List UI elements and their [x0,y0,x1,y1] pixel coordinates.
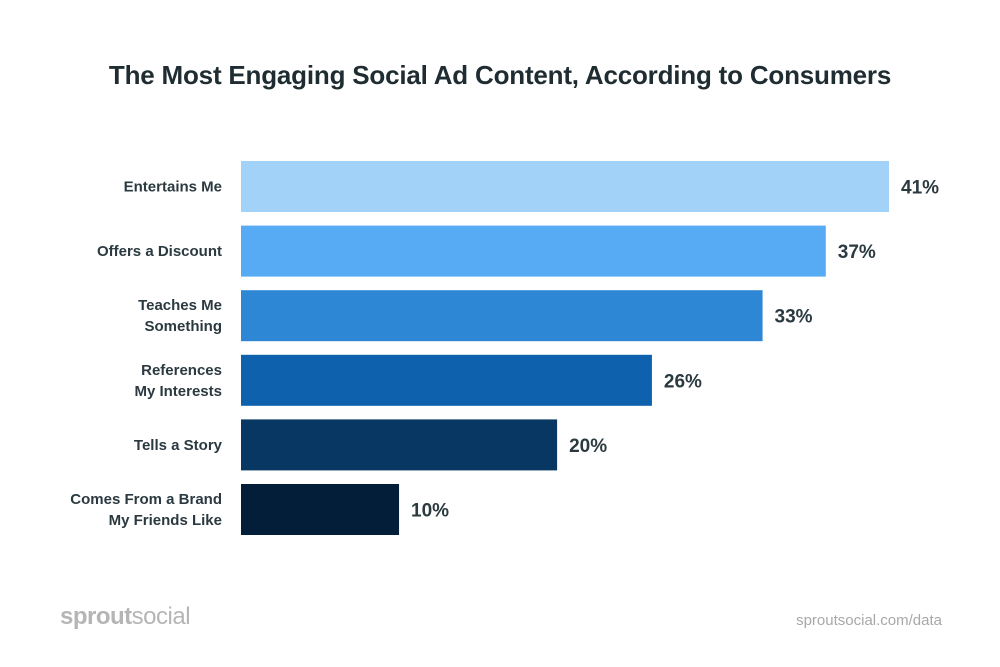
value-label: 33% [775,307,813,328]
category-label: Tells a Story [134,437,223,454]
category-label: My Interests [134,383,222,400]
bar [241,419,558,471]
category-label: Entertains Me [124,179,222,196]
value-label: 20% [569,436,607,457]
sproutsocial-logo: sproutsocial [60,603,191,631]
logo-bold: sprout [60,603,132,630]
chart-title: The Most Engaging Social Ad Content, Acc… [108,60,892,90]
category-label: My Friends Like [109,512,222,529]
category-label: Offers a Discount [97,243,222,260]
category-label: References [141,362,222,379]
source-link[interactable]: sproutsocial.com/data [796,612,942,629]
value-label: 37% [838,242,876,263]
bar [241,484,400,535]
category-label: Something [145,318,223,335]
bar [241,225,826,277]
logo-light: social [131,603,191,630]
bar [241,161,889,212]
bar [241,354,652,406]
value-label: 41% [901,178,939,199]
bar [241,290,763,342]
value-label: 26% [664,371,702,392]
category-label: Teaches Me [138,297,222,314]
category-label: Comes From a Brand [70,491,222,508]
value-label: 10% [411,501,449,522]
